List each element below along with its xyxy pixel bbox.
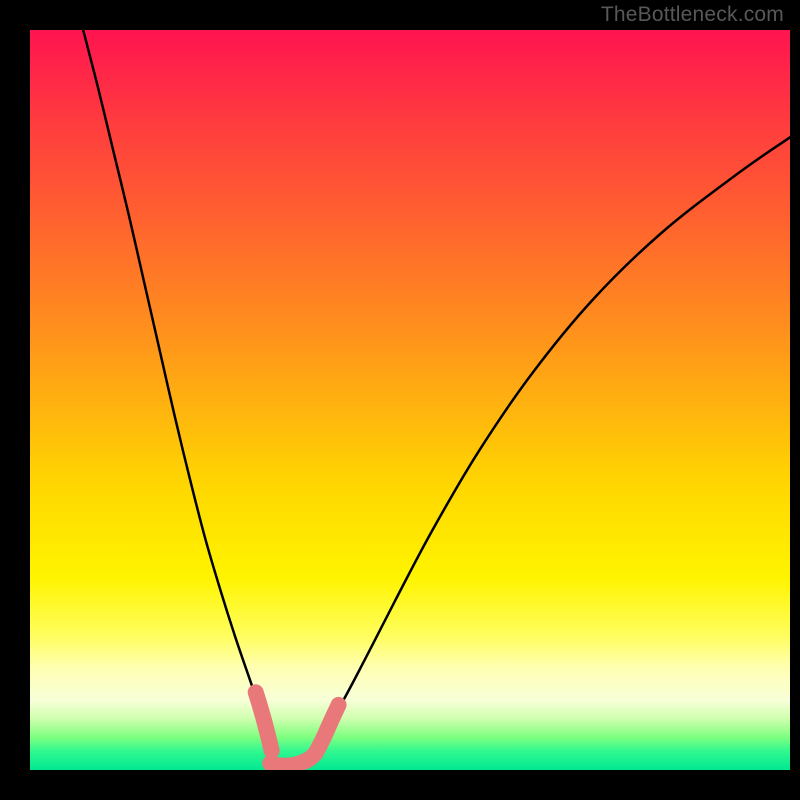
gradient-background xyxy=(30,30,790,770)
watermark-text: TheBottleneck.com xyxy=(601,3,784,27)
bottleneck-curve-chart xyxy=(0,0,800,800)
chart-container: TheBottleneck.com xyxy=(0,0,800,800)
